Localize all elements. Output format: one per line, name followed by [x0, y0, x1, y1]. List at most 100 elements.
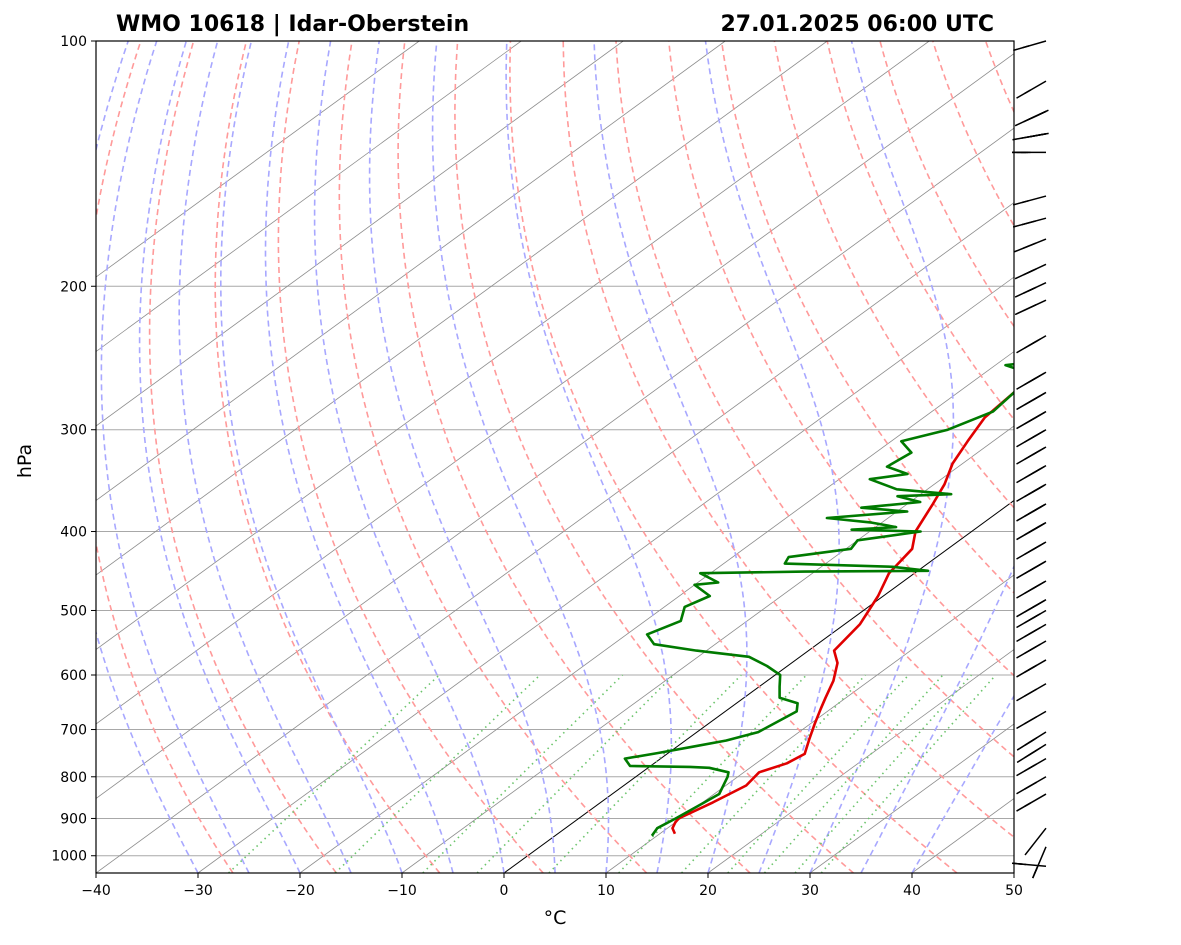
barb-full-flag [1028, 644, 1040, 651]
moist-adiabat [101, 41, 249, 873]
barb-full-flag [1032, 373, 1044, 380]
dry-adiabat [339, 41, 646, 873]
wind-barb [1012, 863, 1046, 866]
x-tick-label: 50 [1005, 883, 1023, 899]
dry-adiabat [563, 41, 1060, 873]
dry-adiabat [455, 41, 854, 873]
barb-full-flag [1032, 412, 1044, 419]
x-tick-label: −10 [387, 883, 417, 899]
mixing-ratio-line [423, 675, 623, 873]
isotherm-line [0, 41, 929, 873]
y-axis-label: hPa [14, 444, 36, 478]
wind-barb [1017, 610, 1046, 627]
chart-title-right: 27.01.2025 06:00 UTC [720, 12, 994, 37]
barb-full-flag [1032, 582, 1044, 589]
x-axis-label: °C [544, 907, 567, 929]
barb-half-flag [1036, 468, 1042, 472]
dry-adiabat [81, 41, 233, 873]
barb-full-flag [1032, 601, 1044, 608]
wind-barb [1017, 561, 1046, 578]
wind-barb [1015, 283, 1046, 297]
dry-adiabat [150, 41, 337, 873]
dry-adiabat [669, 41, 1181, 873]
wind-barb [1017, 641, 1046, 658]
wind-barb [1017, 336, 1046, 353]
isotherm-line [0, 41, 827, 873]
wind-barb [1017, 624, 1046, 641]
barb-full-flag [1028, 628, 1040, 635]
isotherm-line [708, 41, 1181, 873]
wind-barb [1017, 581, 1046, 598]
wind-barb [1033, 847, 1046, 878]
moist-adiabat [179, 41, 351, 873]
dry-adiabat [933, 41, 1181, 873]
y-tick-label: 200 [60, 279, 87, 295]
wind-barbs [1012, 41, 1049, 878]
wind-barb [1017, 504, 1046, 521]
wind-barb [1013, 133, 1049, 139]
wind-barb [1017, 523, 1046, 540]
y-tick-label: 300 [60, 423, 87, 439]
barb-half-flag [1028, 288, 1034, 291]
mixing-ratio-line [682, 675, 866, 873]
wind-barb [1013, 218, 1046, 227]
dewpoint-profile [625, 41, 1181, 836]
wind-barb [1015, 110, 1048, 126]
wind-barb [1017, 484, 1046, 501]
isotherm-line [402, 41, 1181, 873]
barb-half-flag [1025, 90, 1031, 94]
x-tick-label: −20 [285, 883, 315, 899]
x-tick-label: −40 [81, 883, 111, 899]
isotherm-line [0, 41, 725, 873]
barb-pennant [1025, 845, 1033, 855]
isotherm-line [300, 41, 1181, 873]
barb-full-flag [1032, 393, 1044, 400]
barb-full-flag [1025, 782, 1037, 789]
barb-half-flag [1017, 864, 1024, 865]
mixing-ratio-line [477, 675, 674, 873]
wind-barb [1017, 600, 1046, 617]
plot-area [0, 41, 1181, 873]
wind-barb [1017, 660, 1046, 677]
wind-barb [1017, 542, 1046, 559]
wind-barb [1017, 81, 1046, 98]
barb-half-flag [1022, 201, 1029, 203]
barb-half-flag [1032, 615, 1038, 619]
y-tick-label: 400 [60, 525, 87, 541]
dry-adiabat [278, 41, 543, 873]
mixing-ratio-line [549, 675, 741, 873]
moist-adiabat [433, 41, 609, 873]
moist-adiabat [140, 41, 300, 873]
barb-half-flag [1028, 765, 1034, 769]
wind-barb [1017, 392, 1046, 409]
wind-barb [1014, 239, 1046, 252]
barb-full-flag [1032, 543, 1044, 550]
wind-barb [1013, 196, 1046, 205]
wind-barb [1015, 300, 1046, 314]
isotherm-line [0, 41, 1133, 873]
y-tick-label: 500 [60, 603, 87, 619]
barb-full-flag [1032, 448, 1044, 455]
wind-barb [1017, 447, 1046, 464]
x-tick-label: 10 [597, 883, 615, 899]
x-tick-label: 40 [903, 883, 921, 899]
wind-barb [1017, 684, 1046, 701]
wind-barb [1017, 466, 1046, 483]
y-tick-label: 900 [60, 811, 87, 827]
wind-barb [1017, 430, 1046, 447]
chart-title-left: WMO 10618 | Idar-Oberstein [116, 12, 469, 37]
x-tick-label: 20 [699, 883, 717, 899]
barb-half-flag [1039, 134, 1046, 135]
barb-half-flag [1036, 486, 1042, 490]
temperature-profile [673, 41, 1181, 834]
moist-adiabat [706, 41, 840, 873]
moist-adiabat [810, 41, 953, 873]
barb-half-flag [1032, 340, 1038, 344]
y-tick-label: 600 [60, 668, 87, 684]
isotherm-line [0, 41, 1031, 873]
y-tick-label: 100 [60, 34, 87, 50]
x-tick-label: 0 [500, 883, 509, 899]
dry-adiabat [1144, 41, 1181, 873]
